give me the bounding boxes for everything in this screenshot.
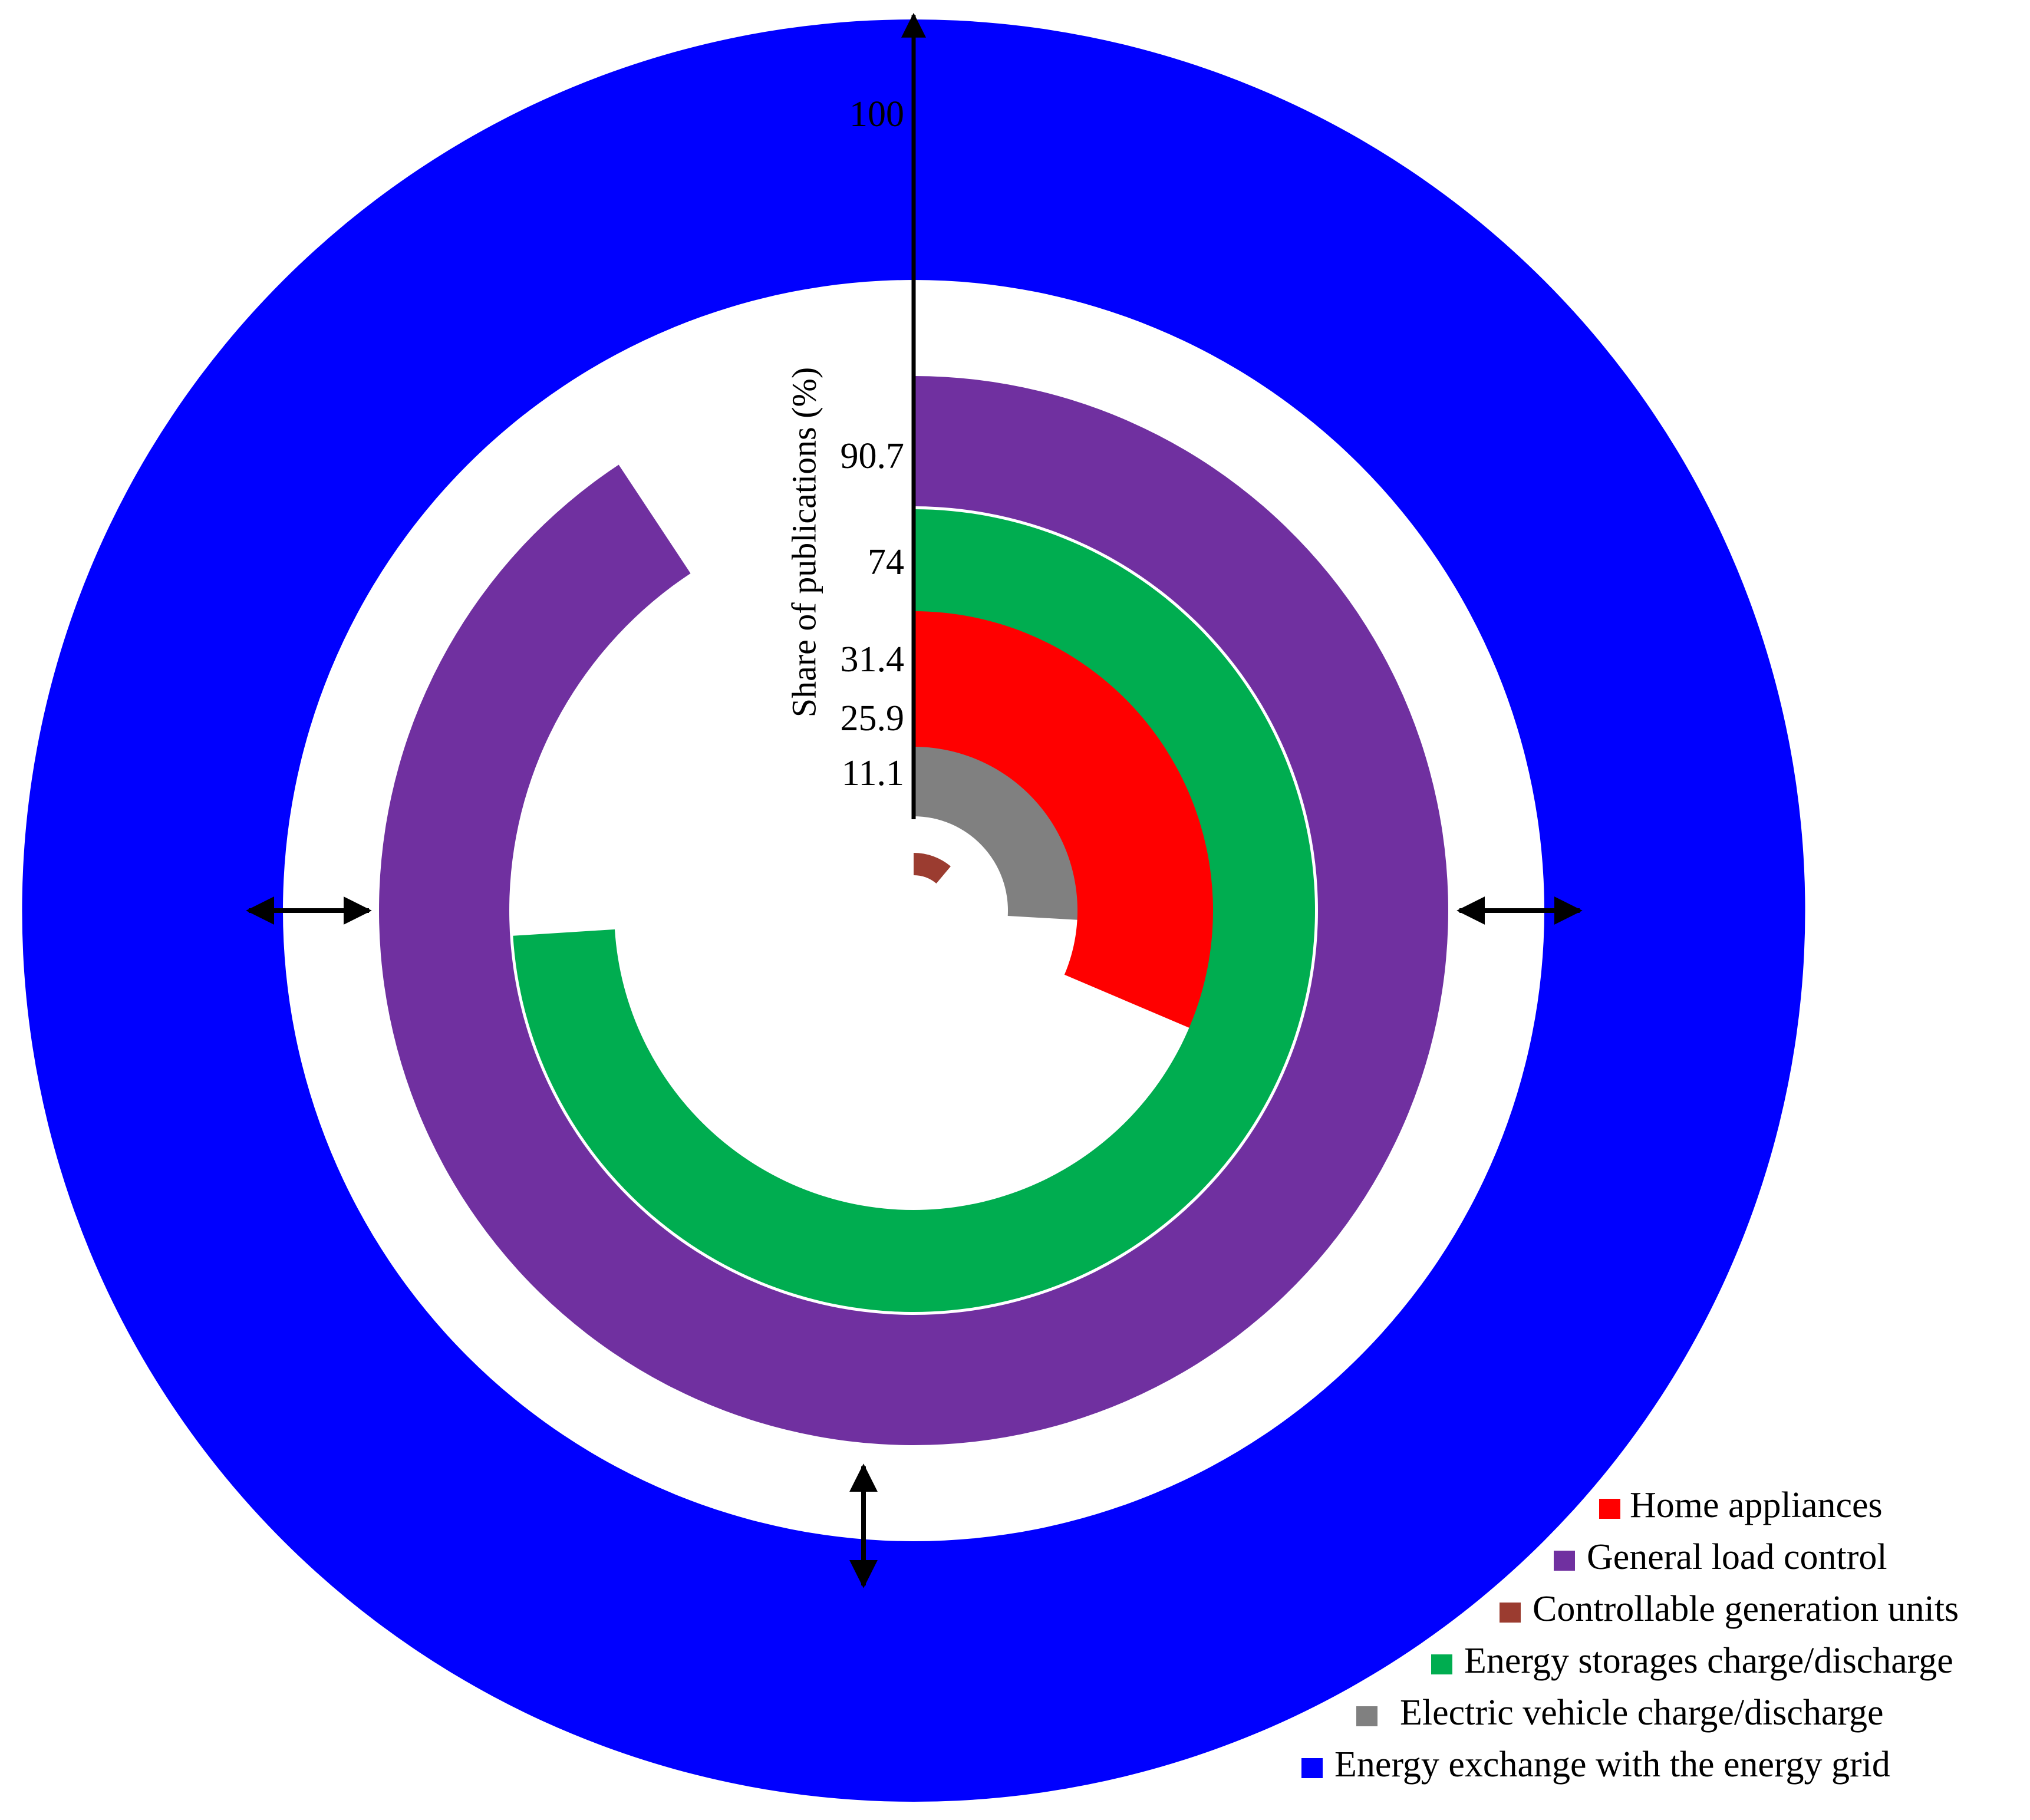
legend-label: Home appliances — [1630, 1485, 1883, 1525]
tick-label: 100 — [849, 94, 904, 134]
legend-swatch — [1431, 1654, 1452, 1674]
legend-item-home-appliances: Home appliances — [1599, 1485, 1883, 1525]
legend-item-general-load-control: General load control — [1554, 1537, 1887, 1577]
legend-item-electric-vehicle-charge-discharge: Electric vehicle charge/discharge — [1356, 1693, 1884, 1733]
legend-swatch — [1301, 1758, 1323, 1778]
tick-label: 25.9 — [841, 698, 905, 738]
legend-item-controllable-generation-units: Controllable generation units — [1500, 1589, 1959, 1629]
legend-label: Energy exchange with the energy grid — [1334, 1745, 1890, 1785]
tick-label: 74 — [868, 542, 904, 582]
tick-label: 11.1 — [842, 753, 904, 793]
ring-bars — [22, 19, 1805, 1802]
legend-item-energy-storages-charge-discharge: Energy storages charge/discharge — [1431, 1641, 1953, 1681]
legend-label: Electric vehicle charge/discharge — [1400, 1693, 1884, 1733]
legend-swatch — [1500, 1603, 1521, 1623]
legend-label: Energy storages charge/discharge — [1464, 1641, 1953, 1681]
ring-controllable-generation-units — [914, 853, 951, 884]
legend-label: General load control — [1587, 1537, 1887, 1577]
legend-swatch — [1554, 1551, 1575, 1571]
gap-arrows — [246, 896, 1583, 1588]
radial-axis: 100 90.7 74 31.4 25.9 11.1 — [841, 12, 926, 819]
legend-swatch — [1356, 1706, 1378, 1726]
legend: Home appliances General load control Contr… — [1301, 1485, 1959, 1785]
ring-home-appliances — [914, 610, 1215, 1028]
axis-title: Share of publications (%) — [785, 367, 823, 717]
legend-swatch — [1599, 1499, 1620, 1519]
legend-label: Controllable generation units — [1533, 1589, 1959, 1629]
legend-item-energy-exchange-with-the-energy-grid: Energy exchange with the energy grid — [1301, 1745, 1890, 1785]
tick-label: 31.4 — [841, 639, 905, 680]
tick-label: 90.7 — [841, 436, 905, 476]
